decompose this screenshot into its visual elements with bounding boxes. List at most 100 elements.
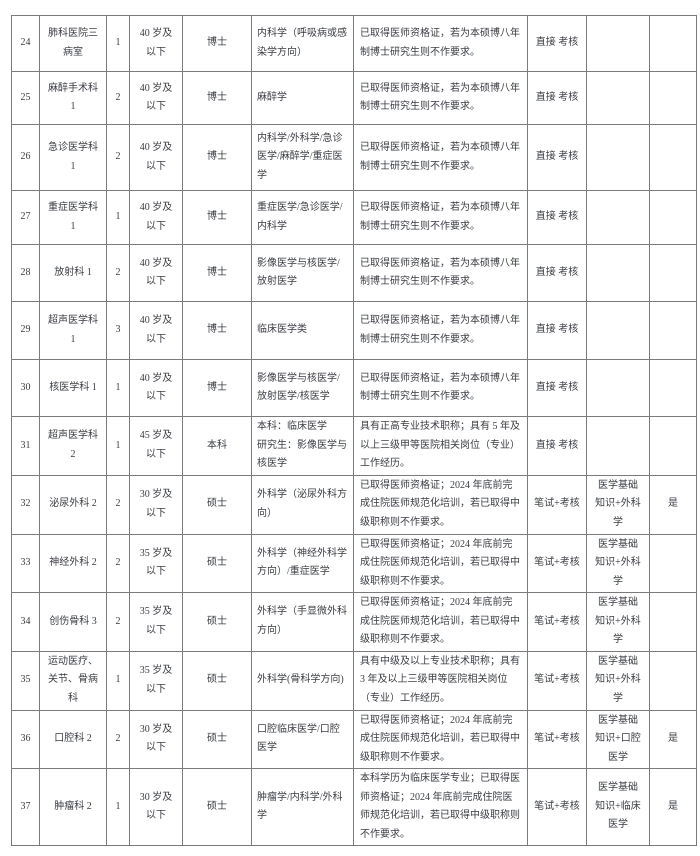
qualified-flag-cell	[649, 650, 697, 711]
written-subject-cell	[586, 416, 650, 476]
education-cell: 硕士	[182, 650, 252, 711]
written-subject-cell	[586, 359, 650, 417]
age-limit-cell: 40 岁及 以下	[129, 244, 183, 302]
education-cell: 硕士	[182, 474, 252, 535]
major-cell: 临床医学类	[251, 301, 354, 360]
headcount-cell: 1	[106, 650, 130, 711]
table-row: 33 神经外科 2 2 35 岁及 以下 硕士 外科学（神经外科学方向）/重症医学 已取得医…	[11, 533, 697, 593]
table-row: 27 重症医学科 1 1 40 岁及 以下 博士 重症医学/急诊医学/内科学 已取得医师资格…	[11, 190, 697, 245]
headcount-cell: 2	[106, 592, 130, 652]
written-subject-cell: 医学基础知识+口腔医学	[586, 709, 650, 769]
row-number-cell: 27	[11, 190, 40, 245]
age-limit-cell: 30 岁及 以下	[129, 768, 183, 846]
education-cell: 硕士	[182, 709, 252, 769]
exam-method-cell: 直接 考核	[527, 416, 587, 476]
major-cell: 外科学（神经外科学方向）/重症医学	[251, 533, 354, 593]
headcount-cell: 1	[106, 768, 130, 846]
headcount-cell: 2	[106, 709, 130, 769]
row-number-cell: 32	[11, 474, 40, 535]
table-row: 28 放射科 1 2 40 岁及 以下 博士 影像医学与核医学/放射医学 已取得医师资格证，…	[11, 244, 697, 302]
major-cell: 外科学（手显微外科方向）	[251, 592, 354, 652]
department-cell: 超声医学科 1	[39, 301, 107, 360]
table-row: 30 核医学科 1 1 40 岁及 以下 博士 影像医学与核医学/放射医学/核医学 已取得医…	[11, 359, 697, 417]
exam-method-cell: 直接 考核	[527, 359, 587, 417]
table-row: 32 泌尿外科 2 2 30 岁及 以下 硕士 外科学（泌尿外科方向） 已取得医师资格证；2…	[11, 474, 697, 535]
exam-method-cell: 笔试+考核	[527, 474, 587, 535]
table-row: 29 超声医学科 1 3 40 岁及 以下 博士 临床医学类 已取得医师资格证，若为本硕博八…	[11, 301, 697, 360]
headcount-cell: 1	[106, 190, 130, 245]
qualified-flag-cell	[649, 71, 697, 125]
qualified-flag-cell: 是	[649, 474, 697, 535]
major-cell: 麻醉学	[251, 71, 354, 125]
table-row: 25 麻醉手术科 1 2 40 岁及 以下 博士 麻醉学 已取得医师资格证，若为本硕博八年制…	[11, 71, 697, 125]
department-cell: 运动医疗、 关节、骨病 科	[39, 650, 107, 711]
department-cell: 放射科 1	[39, 244, 107, 302]
written-subject-cell: 医学基础知识+临床医学	[586, 768, 650, 846]
education-cell: 博士	[182, 359, 252, 417]
requirement-cell: 已取得医师资格证，若为本硕博八年制博士研究生则不作要求。	[353, 359, 528, 417]
row-number-cell: 29	[11, 301, 40, 360]
requirement-cell: 已取得医师资格证；2024 年底前完成住院医师规范化培训，若已取得中级职称则不作…	[353, 592, 528, 652]
recruitment-table: 24 肺科医院三 病室 1 40 岁及 以下 博士 内科学（呼吸病或感染学方向） 已取得医师…	[11, 15, 697, 846]
requirement-cell: 已取得医师资格证，若为本硕博八年制博士研究生则不作要求。	[353, 244, 528, 302]
headcount-cell: 3	[106, 301, 130, 360]
written-subject-cell: 医学基础知识+外科学	[586, 592, 650, 652]
row-number-cell: 24	[11, 15, 40, 72]
written-subject-cell	[586, 71, 650, 125]
education-cell: 硕士	[182, 533, 252, 593]
department-cell: 肿瘤科 2	[39, 768, 107, 846]
age-limit-cell: 40 岁及 以下	[129, 71, 183, 125]
written-subject-cell	[586, 301, 650, 360]
education-cell: 硕士	[182, 592, 252, 652]
written-subject-cell: 医学基础知识+外科学	[586, 650, 650, 711]
requirement-cell: 具有正高专业技术职称；具有 5 年及以上三级甲等医院相关岗位（专业）工作经历。	[353, 416, 528, 476]
department-cell: 麻醉手术科 1	[39, 71, 107, 125]
age-limit-cell: 35 岁及 以下	[129, 592, 183, 652]
row-number-cell: 34	[11, 592, 40, 652]
table-row: 36 口腔科 2 2 30 岁及 以下 硕士 口腔临床医学/口腔医学 已取得医师资格证；20…	[11, 709, 697, 769]
qualified-flag-cell	[649, 15, 697, 72]
department-cell: 核医学科 1	[39, 359, 107, 417]
major-cell: 本科：临床医学 研究生：影像医学与核医学	[251, 416, 354, 476]
exam-method-cell: 直接 考核	[527, 71, 587, 125]
age-limit-cell: 40 岁及 以下	[129, 15, 183, 72]
requirement-cell: 具有中级及以上专业技术职称；具有 3 年及以上三级甲等医院相关岗位（专业）工作经…	[353, 650, 528, 711]
table-body: 24 肺科医院三 病室 1 40 岁及 以下 博士 内科学（呼吸病或感染学方向） 已取得医师…	[11, 15, 697, 846]
department-cell: 急诊医学科 1	[39, 124, 107, 191]
exam-method-cell: 笔试+考核	[527, 650, 587, 711]
requirement-cell: 已取得医师资格证；2024 年底前完成住院医师规范化培训，若已取得中级职称则不作…	[353, 709, 528, 769]
exam-method-cell: 直接 考核	[527, 301, 587, 360]
department-cell: 创伤骨科 3	[39, 592, 107, 652]
row-number-cell: 25	[11, 71, 40, 125]
department-cell: 肺科医院三 病室	[39, 15, 107, 72]
row-number-cell: 30	[11, 359, 40, 417]
education-cell: 硕士	[182, 768, 252, 846]
major-cell: 外科学(骨科学方向)	[251, 650, 354, 711]
qualified-flag-cell	[649, 416, 697, 476]
education-cell: 博士	[182, 124, 252, 191]
written-subject-cell	[586, 15, 650, 72]
row-number-cell: 35	[11, 650, 40, 711]
department-cell: 口腔科 2	[39, 709, 107, 769]
major-cell: 重症医学/急诊医学/内科学	[251, 190, 354, 245]
department-cell: 泌尿外科 2	[39, 474, 107, 535]
major-cell: 外科学（泌尿外科方向）	[251, 474, 354, 535]
education-cell: 博士	[182, 15, 252, 72]
requirement-cell: 本科学历为临床医学专业；已取得医师资格证；2024 年底前完成住院医师规范化培训…	[353, 768, 528, 846]
requirement-cell: 已取得医师资格证；2024 年底前完成住院医师规范化培训，若已取得中级职称则不作…	[353, 474, 528, 535]
written-subject-cell: 医学基础知识+外科学	[586, 474, 650, 535]
table-row: 31 超声医学科 2 1 45 岁及 以下 本科 本科：临床医学 研究生：影像医学与核医学…	[11, 416, 697, 476]
major-cell: 内科学（呼吸病或感染学方向）	[251, 15, 354, 72]
department-cell: 神经外科 2	[39, 533, 107, 593]
headcount-cell: 1	[106, 15, 130, 72]
headcount-cell: 2	[106, 474, 130, 535]
exam-method-cell: 直接 考核	[527, 124, 587, 191]
requirement-cell: 已取得医师资格证，若为本硕博八年制博士研究生则不作要求。	[353, 190, 528, 245]
qualified-flag-cell	[649, 244, 697, 302]
education-cell: 博士	[182, 244, 252, 302]
department-cell: 超声医学科 2	[39, 416, 107, 476]
table-row: 26 急诊医学科 1 2 40 岁及 以下 博士 内科学/外科学/急诊医学/麻醉学/重症医…	[11, 124, 697, 191]
qualified-flag-cell	[649, 592, 697, 652]
row-number-cell: 31	[11, 416, 40, 476]
